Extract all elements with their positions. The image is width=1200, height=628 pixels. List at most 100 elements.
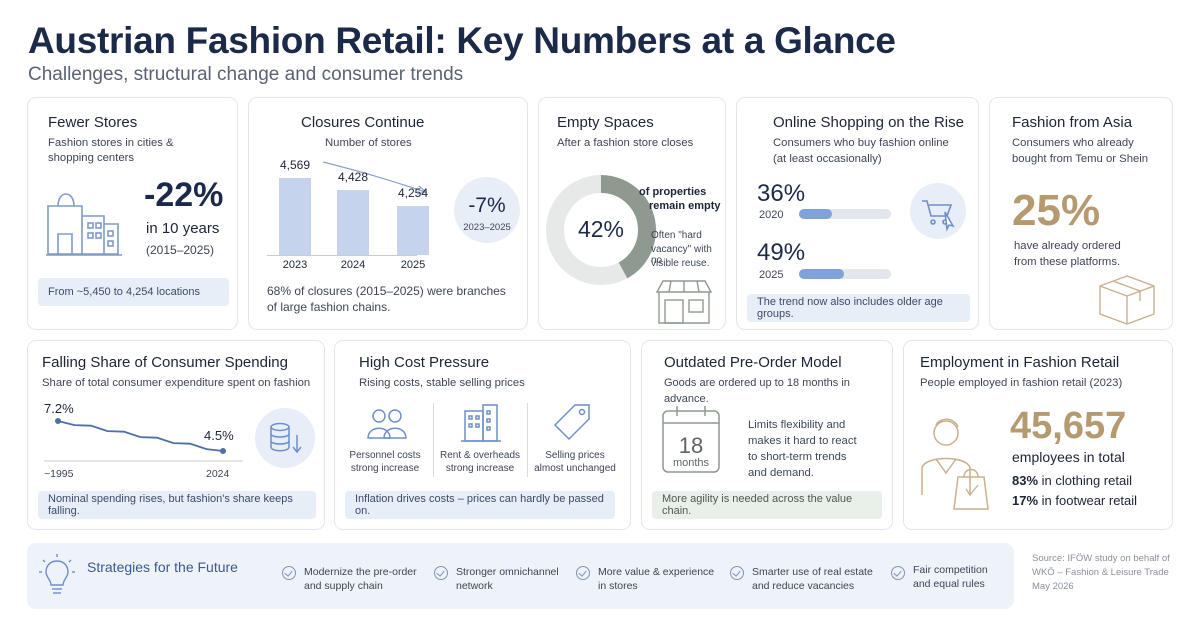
bar-category-label: 2024 [340, 259, 366, 271]
card-spending-share: Falling Share of Consumer Spending Share… [27, 340, 325, 530]
calendar-icon [662, 406, 720, 473]
split-footwear-pct: 17% [1012, 493, 1039, 508]
x-axis-line [267, 255, 417, 256]
closures-footnote: of large fashion chains. [267, 300, 391, 314]
card-subtitle: Consumers who already [1012, 137, 1134, 149]
donut-side-label: remain empty [649, 200, 721, 212]
card-subtitle: Rising costs, stable selling prices [359, 377, 525, 389]
card-title: Closures Continue [301, 114, 425, 131]
period-range: (2015–2025) [146, 243, 215, 257]
card-title: Falling Share of Consumer Spending [42, 354, 288, 371]
asia-share-value: 25% [1012, 186, 1101, 235]
strategy-line: Stronger omnichannel [456, 566, 559, 578]
preorder-text: Limits flexibility and [748, 419, 846, 431]
strategy-line: and supply chain [304, 580, 383, 592]
price-tag-icon [553, 404, 590, 441]
card-subtitle: Fashion stores in cities & [48, 137, 174, 149]
strategy-line: and reduce vacancies [752, 580, 855, 592]
cost-item-line: strong increase [350, 463, 420, 474]
split-clothing-pct: 83% [1012, 473, 1039, 488]
stores-decline-value: -22% [144, 176, 224, 214]
card-subtitle: People employed in fashion retail (2023) [920, 377, 1123, 389]
online-2025-progress [799, 269, 891, 279]
card-title: Fashion from Asia [1012, 114, 1133, 131]
split-footwear: 17% in footwear retail [1012, 493, 1137, 508]
card-subtitle: Number of stores [325, 137, 412, 149]
card-online-shopping: Online Shopping on the Rise Consumers wh… [736, 97, 979, 330]
bar-category-label: 2025 [400, 259, 426, 271]
card-subtitle: bought from Temu or Shein [1012, 153, 1149, 165]
lightbulb-icon [39, 554, 75, 594]
x-axis-start-label: ~1995 [44, 468, 74, 480]
card-title: Employment in Fashion Retail [920, 354, 1120, 371]
divider [433, 403, 434, 477]
cost-item-label: Rent & overheads strong increase [433, 449, 527, 475]
line-point-start [55, 418, 61, 424]
page-title: Austrian Fashion Retail: Key Numbers at … [28, 20, 896, 61]
card-subtitle: Goods are ordered up to 18 months in adv… [664, 377, 850, 405]
period-label: in 10 years [146, 220, 220, 237]
card-title: Fewer Stores [48, 114, 138, 131]
strategy-item: Fair competition and equal rules [913, 563, 988, 591]
employment-total-value: 45,657 [1010, 405, 1127, 447]
coin-stack-icon [255, 408, 315, 468]
divider [527, 403, 528, 477]
personnel-icon [367, 409, 407, 439]
calendar-unit: months [672, 457, 710, 469]
cost-item-line: Selling prices [545, 450, 605, 461]
info-note: From ~5,450 to 4,254 locations [38, 278, 229, 306]
strategies-title: Strategies for the Future [87, 559, 238, 575]
strategy-line: More value & experience [598, 566, 715, 578]
shopping-bag-building-icon [46, 193, 122, 256]
online-2025-year: 2025 [759, 269, 784, 281]
check-icon [434, 566, 448, 580]
card-subtitle: (at least occasionally) [773, 153, 882, 165]
cost-item-line: almost unchanged [534, 463, 616, 474]
strategy-item: Stronger omnichannel network [456, 565, 559, 593]
line-start-label: 7.2% [44, 401, 74, 416]
info-note: The trend now also includes older age gr… [747, 294, 970, 322]
vacancy-donut-chart [546, 175, 656, 285]
badge-circle [454, 177, 520, 243]
preorder-text: to short-term trends [748, 451, 847, 463]
card-subtitle: After a fashion store closes [557, 137, 694, 149]
info-note: Nominal spending rises, but fashion's sh… [38, 491, 316, 519]
strategy-line: in stores [598, 580, 638, 592]
bar-2025 [397, 205, 429, 255]
decline-badge-value: -7% [468, 194, 506, 217]
card-cost-pressure: High Cost Pressure Rising costs, stable … [334, 340, 631, 530]
cost-item-line: strong increase [445, 463, 515, 474]
card-title: Empty Spaces [557, 114, 654, 131]
split-footwear-label: in footwear retail [1041, 493, 1138, 508]
cost-item-label: Selling prices almost unchanged [527, 449, 623, 475]
card-subtitle: Consumers who buy fashion online [773, 137, 949, 149]
split-clothing: 83% in clothing retail [1012, 473, 1132, 488]
line-end-label: 4.5% [204, 428, 234, 443]
progress-fill [799, 209, 833, 219]
strategy-line: network [456, 580, 493, 592]
check-icon [730, 566, 744, 580]
cost-item-line: Personnel costs [349, 450, 421, 461]
package-box-icon [1099, 275, 1155, 325]
preorder-text: and demand. [748, 467, 814, 479]
employment-caption: employees in total [1012, 449, 1125, 465]
check-icon [576, 566, 590, 580]
strategy-line: and equal rules [913, 578, 985, 590]
online-2020-year: 2020 [759, 209, 784, 221]
card-subtitle: Share of total consumer expenditure spen… [42, 377, 311, 389]
closures-bar-chart: 4,569 2023 4,428 2024 4,254 2025 [249, 98, 449, 278]
strategy-item: More value & experience in stores [598, 565, 714, 593]
card-title: High Cost Pressure [359, 354, 490, 371]
check-icon [282, 566, 296, 580]
strategies-banner: Strategies for the Future Modernize the … [27, 543, 1014, 609]
trend-arrow-icon [322, 161, 428, 195]
card-fashion-asia: Fashion from Asia Consumers who already … [989, 97, 1173, 330]
office-building-icon [461, 404, 501, 442]
asia-caption: from these platforms. [1014, 256, 1121, 268]
asia-caption: have already ordered [1014, 240, 1121, 252]
cost-item-label: Personnel costs strong increase [339, 449, 431, 475]
strategy-line: Modernize the pre-order [304, 566, 417, 578]
calendar-number: 18 [678, 433, 704, 458]
closures-footnote: 68% of closures (2015–2025) were branche… [267, 284, 506, 298]
check-icon [891, 566, 905, 580]
